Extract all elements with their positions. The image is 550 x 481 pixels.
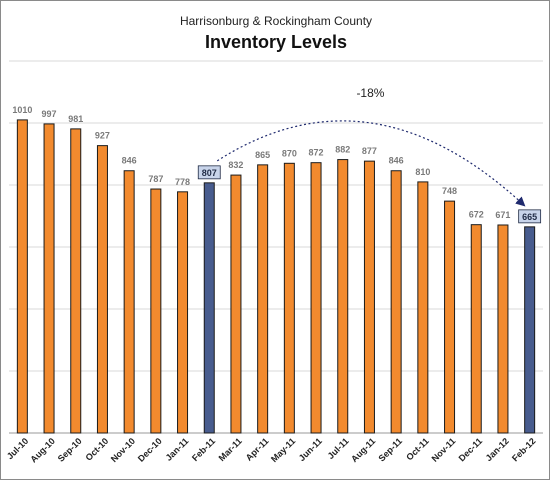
bar-dec-11: [470, 224, 482, 434]
bars: [16, 119, 536, 434]
value-label: 846: [389, 156, 404, 166]
chart-title: Inventory Levels: [205, 32, 347, 52]
change-label: -18%: [356, 86, 384, 100]
bar-jul-11: [337, 159, 349, 434]
bar-jun-11: [310, 162, 322, 434]
value-label: 1010: [12, 105, 32, 115]
x-tick-label: May-11: [269, 436, 297, 464]
value-label: 846: [122, 156, 137, 166]
value-label: 672: [469, 210, 484, 220]
x-tick-label: Jul-10: [5, 436, 30, 461]
value-label: 870: [282, 148, 297, 158]
bar-jul-10: [16, 119, 28, 434]
x-tick-label: Jun-11: [297, 436, 324, 463]
x-tick-label: Mar-11: [217, 436, 244, 463]
bar-nov-10: [123, 170, 135, 434]
chart-subtitle: Harrisonburg & Rockingham County: [180, 14, 372, 28]
change-annotation: -18%: [216, 86, 526, 207]
value-label: 997: [42, 109, 57, 119]
x-tick-label: Nov-10: [109, 436, 137, 464]
x-tick-label: Feb-12: [510, 436, 538, 464]
value-label-box: [197, 165, 221, 180]
value-label: 807: [202, 168, 217, 178]
bar-nov-11: [444, 200, 456, 434]
bar-sep-10: [70, 128, 82, 434]
bar-jan-11: [177, 191, 189, 434]
bar-oct-11: [417, 181, 429, 434]
bar-dec-10: [150, 188, 162, 434]
x-tick-label: Apr-11: [244, 436, 271, 463]
grid-lines: [9, 60, 543, 434]
x-tick-label: Aug-11: [349, 436, 377, 464]
value-label: 882: [335, 145, 350, 155]
x-tick-label: Jan-12: [484, 436, 511, 463]
value-label: 748: [442, 186, 457, 196]
value-label: 877: [362, 146, 377, 156]
value-label: 981: [68, 114, 83, 124]
bar-may-11: [283, 162, 295, 434]
bar-mar-11: [230, 174, 242, 434]
x-tick-label: Oct-11: [404, 436, 431, 463]
x-tick-label: Oct-10: [84, 436, 111, 463]
bar-aug-11: [363, 160, 375, 434]
value-label: 810: [415, 167, 430, 177]
x-tick-label: Dec-11: [457, 436, 485, 464]
bar-aug-10: [43, 123, 55, 434]
value-label: 927: [95, 131, 110, 141]
x-tick-label: Aug-10: [28, 436, 57, 465]
value-labels: 1010 997 981 927 846 787 778 807 832 865 870 872 882…: [12, 105, 542, 224]
bar-jan-12: [497, 224, 509, 434]
bar-apr-11: [257, 164, 269, 434]
bar-feb-11: [203, 182, 215, 434]
x-tick-label: Nov-11: [430, 436, 458, 464]
x-tick-label: Dec-10: [136, 436, 164, 464]
value-label: 865: [255, 150, 270, 160]
x-tick-label: Sep-10: [56, 436, 84, 464]
x-tick-label: Jul-11: [326, 436, 351, 461]
value-label: 832: [228, 160, 243, 170]
value-label: 778: [175, 177, 190, 187]
x-tick-label: Jan-11: [164, 436, 191, 463]
value-label: 665: [522, 212, 537, 222]
value-label: 671: [495, 210, 510, 220]
x-tick-label: Feb-11: [190, 436, 217, 463]
value-label-box: [518, 209, 542, 224]
bar-oct-10: [96, 145, 108, 434]
change-arrow: [216, 120, 526, 207]
bar-feb-12: [524, 226, 536, 434]
value-label: 787: [148, 174, 163, 184]
bar-sep-11: [390, 170, 402, 434]
x-tick-label: Sep-11: [376, 436, 404, 464]
value-label: 872: [309, 148, 324, 158]
